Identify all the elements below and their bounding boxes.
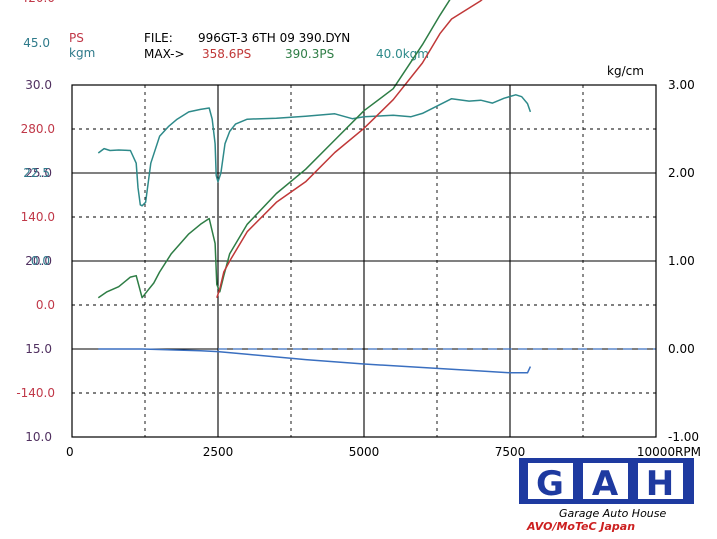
y-left-boost-tick: 10.0 (25, 430, 52, 444)
y-left-boost-tick: 15.0 (25, 342, 52, 356)
series-line-teal (97, 94, 532, 207)
axis-labels: 30.0 25.0 20.0 15.0 10.0 420.0 280.0 140.0 0.0 -1… (16, 0, 699, 459)
series-line-blue (98, 348, 532, 374)
y-right-tick: 0.00 (668, 342, 695, 356)
grid (72, 85, 656, 437)
y-left-ps-tick: 280.0 (21, 122, 55, 136)
y-right-tick: 3.00 (668, 78, 695, 92)
y-left-kgm-tick: 0.0 (31, 254, 50, 268)
max-kgm: 40.0kgm (376, 47, 429, 61)
logo-brand: AVO/MoTeC Japan (526, 520, 635, 533)
max-label: MAX-> (144, 47, 185, 61)
x-tick: 10000 (637, 445, 675, 459)
series-line-red (216, 0, 483, 298)
x-tick: 7500 (495, 445, 526, 459)
y-left-ps-tick: -140.0 (16, 386, 55, 400)
max-ps-green: 390.3PS (285, 47, 334, 61)
x-tick: 2500 (203, 445, 234, 459)
y-left-boost-tick: 30.0 (25, 78, 52, 92)
series (97, 0, 656, 374)
gah-logo-art: G A H Garage Auto House AVO/MoTeC Japan (519, 458, 694, 533)
logo-letter-g: G (536, 464, 564, 504)
right-axis-unit: kg/cm (607, 64, 644, 78)
x-tick: 0 (66, 445, 74, 459)
logo-letter-bg-g (528, 463, 573, 499)
y-left-ps-tick: 0.0 (36, 298, 55, 312)
plot-frame (71, 84, 657, 438)
x-tick: 5000 (349, 445, 380, 459)
y-left-kgm-tick: 22.5 (23, 166, 50, 180)
y-left-kgm-tick: 45.0 (23, 36, 50, 50)
y-left-ps-tick: 140.0 (21, 210, 55, 224)
y-left-boost-tick: 25.0 (25, 166, 52, 180)
series-line-green (97, 0, 451, 299)
logo-letter-bg-a (583, 463, 628, 499)
ps-unit-label: PS (69, 31, 84, 45)
logo-subtitle: Garage Auto House (559, 507, 667, 520)
file-label: FILE: (144, 31, 173, 45)
y-right-tick: 2.00 (668, 166, 695, 180)
kgm-unit-label: kgm (69, 46, 95, 60)
logo-letter-h: H (646, 464, 674, 504)
y-right-tick: -1.00 (668, 430, 699, 444)
logo-letter-a: A (592, 464, 619, 504)
logo-letter-bg-h (638, 463, 683, 499)
file-name: 996GT-3 6TH 09 390.DYN (198, 31, 350, 45)
y-left-ps-tick: 420.0 (21, 0, 55, 5)
max-ps-red: 358.6PS (202, 47, 251, 61)
x-axis-label: RPM (675, 445, 701, 459)
y-right-tick: 1.00 (668, 254, 695, 268)
y-left-boost-tick: 20.0 (25, 254, 52, 268)
gah-logo: G A H Garage Auto House AVO/MoTeC Japan (519, 458, 709, 534)
